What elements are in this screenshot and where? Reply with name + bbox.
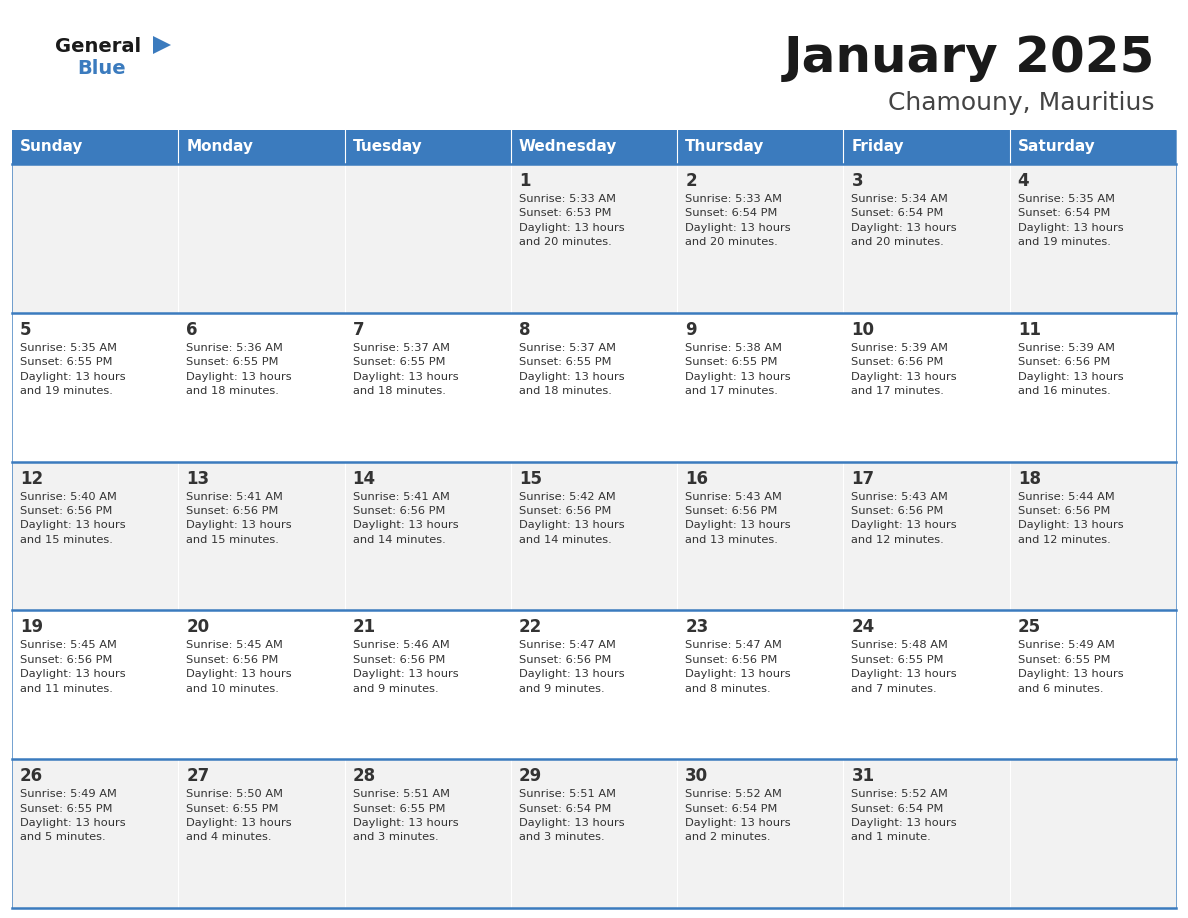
Text: 19: 19 [20,619,43,636]
Text: Sunrise: 5:44 AM
Sunset: 6:56 PM
Daylight: 13 hours
and 12 minutes.: Sunrise: 5:44 AM Sunset: 6:56 PM Dayligh… [1018,492,1124,544]
Text: Saturday: Saturday [1018,140,1095,154]
Text: 25: 25 [1018,619,1041,636]
Bar [12,130,178,164]
Text: 17: 17 [852,470,874,487]
Text: Sunday: Sunday [20,140,83,154]
Text: 26: 26 [20,767,43,785]
Text: Sunrise: 5:35 AM
Sunset: 6:55 PM
Daylight: 13 hours
and 19 minutes.: Sunrise: 5:35 AM Sunset: 6:55 PM Dayligh… [20,342,126,396]
Text: Sunrise: 5:51 AM
Sunset: 6:55 PM
Daylight: 13 hours
and 3 minutes.: Sunrise: 5:51 AM Sunset: 6:55 PM Dayligh… [353,789,459,843]
Text: Tuesday: Tuesday [353,140,422,154]
Text: Sunrise: 5:33 AM
Sunset: 6:53 PM
Daylight: 13 hours
and 20 minutes.: Sunrise: 5:33 AM Sunset: 6:53 PM Dayligh… [519,194,625,247]
Text: 18: 18 [1018,470,1041,487]
Text: 5: 5 [20,320,32,339]
Text: Sunrise: 5:36 AM
Sunset: 6:55 PM
Daylight: 13 hours
and 18 minutes.: Sunrise: 5:36 AM Sunset: 6:55 PM Dayligh… [187,342,292,396]
Text: 15: 15 [519,470,542,487]
Text: Sunrise: 5:38 AM
Sunset: 6:55 PM
Daylight: 13 hours
and 17 minutes.: Sunrise: 5:38 AM Sunset: 6:55 PM Dayligh… [685,342,791,396]
Text: Chamouny, Mauritius: Chamouny, Mauritius [889,91,1155,115]
Text: Sunrise: 5:45 AM
Sunset: 6:56 PM
Daylight: 13 hours
and 10 minutes.: Sunrise: 5:45 AM Sunset: 6:56 PM Dayligh… [187,641,292,694]
Text: 29: 29 [519,767,542,785]
Bar [12,610,1176,759]
Polygon shape [153,36,171,54]
Text: General: General [55,37,141,56]
Text: Sunrise: 5:48 AM
Sunset: 6:55 PM
Daylight: 13 hours
and 7 minutes.: Sunrise: 5:48 AM Sunset: 6:55 PM Dayligh… [852,641,958,694]
Text: Sunrise: 5:52 AM
Sunset: 6:54 PM
Daylight: 13 hours
and 2 minutes.: Sunrise: 5:52 AM Sunset: 6:54 PM Dayligh… [685,789,791,843]
Text: Sunrise: 5:49 AM
Sunset: 6:55 PM
Daylight: 13 hours
and 5 minutes.: Sunrise: 5:49 AM Sunset: 6:55 PM Dayligh… [20,789,126,843]
Text: 30: 30 [685,767,708,785]
Text: Sunrise: 5:43 AM
Sunset: 6:56 PM
Daylight: 13 hours
and 12 minutes.: Sunrise: 5:43 AM Sunset: 6:56 PM Dayligh… [852,492,958,544]
Text: Sunrise: 5:42 AM
Sunset: 6:56 PM
Daylight: 13 hours
and 14 minutes.: Sunrise: 5:42 AM Sunset: 6:56 PM Dayligh… [519,492,625,544]
Text: Wednesday: Wednesday [519,140,618,154]
Text: Sunrise: 5:43 AM
Sunset: 6:56 PM
Daylight: 13 hours
and 13 minutes.: Sunrise: 5:43 AM Sunset: 6:56 PM Dayligh… [685,492,791,544]
Text: 20: 20 [187,619,209,636]
Text: 21: 21 [353,619,375,636]
Text: 23: 23 [685,619,708,636]
Bar [12,313,1176,462]
Text: Sunrise: 5:52 AM
Sunset: 6:54 PM
Daylight: 13 hours
and 1 minute.: Sunrise: 5:52 AM Sunset: 6:54 PM Dayligh… [852,789,958,843]
Text: Sunrise: 5:45 AM
Sunset: 6:56 PM
Daylight: 13 hours
and 11 minutes.: Sunrise: 5:45 AM Sunset: 6:56 PM Dayligh… [20,641,126,694]
Text: Sunrise: 5:34 AM
Sunset: 6:54 PM
Daylight: 13 hours
and 20 minutes.: Sunrise: 5:34 AM Sunset: 6:54 PM Dayligh… [852,194,958,247]
Text: 14: 14 [353,470,375,487]
Text: Sunrise: 5:40 AM
Sunset: 6:56 PM
Daylight: 13 hours
and 15 minutes.: Sunrise: 5:40 AM Sunset: 6:56 PM Dayligh… [20,492,126,544]
Bar [12,462,1176,610]
Text: Sunrise: 5:39 AM
Sunset: 6:56 PM
Daylight: 13 hours
and 16 minutes.: Sunrise: 5:39 AM Sunset: 6:56 PM Dayligh… [1018,342,1124,396]
Text: 28: 28 [353,767,375,785]
Text: Sunrise: 5:50 AM
Sunset: 6:55 PM
Daylight: 13 hours
and 4 minutes.: Sunrise: 5:50 AM Sunset: 6:55 PM Dayligh… [187,789,292,843]
Text: 2: 2 [685,172,697,190]
Bar [12,164,1176,313]
Text: 31: 31 [852,767,874,785]
Text: Sunrise: 5:35 AM
Sunset: 6:54 PM
Daylight: 13 hours
and 19 minutes.: Sunrise: 5:35 AM Sunset: 6:54 PM Dayligh… [1018,194,1124,247]
Text: Sunrise: 5:41 AM
Sunset: 6:56 PM
Daylight: 13 hours
and 15 minutes.: Sunrise: 5:41 AM Sunset: 6:56 PM Dayligh… [187,492,292,544]
Text: Sunrise: 5:37 AM
Sunset: 6:55 PM
Daylight: 13 hours
and 18 minutes.: Sunrise: 5:37 AM Sunset: 6:55 PM Dayligh… [353,342,459,396]
Bar [1010,130,1176,164]
Text: 22: 22 [519,619,542,636]
Bar [178,130,345,164]
Text: Sunrise: 5:39 AM
Sunset: 6:56 PM
Daylight: 13 hours
and 17 minutes.: Sunrise: 5:39 AM Sunset: 6:56 PM Dayligh… [852,342,958,396]
Text: 6: 6 [187,320,197,339]
Text: Monday: Monday [187,140,253,154]
Text: 1: 1 [519,172,530,190]
Text: January 2025: January 2025 [784,34,1155,82]
Text: Sunrise: 5:51 AM
Sunset: 6:54 PM
Daylight: 13 hours
and 3 minutes.: Sunrise: 5:51 AM Sunset: 6:54 PM Dayligh… [519,789,625,843]
Text: Sunrise: 5:37 AM
Sunset: 6:55 PM
Daylight: 13 hours
and 18 minutes.: Sunrise: 5:37 AM Sunset: 6:55 PM Dayligh… [519,342,625,396]
Text: 11: 11 [1018,320,1041,339]
Text: 9: 9 [685,320,697,339]
Text: 4: 4 [1018,172,1029,190]
Text: Sunrise: 5:49 AM
Sunset: 6:55 PM
Daylight: 13 hours
and 6 minutes.: Sunrise: 5:49 AM Sunset: 6:55 PM Dayligh… [1018,641,1124,694]
Bar [843,130,1010,164]
Bar [345,130,511,164]
Text: 3: 3 [852,172,862,190]
Text: Sunrise: 5:47 AM
Sunset: 6:56 PM
Daylight: 13 hours
and 8 minutes.: Sunrise: 5:47 AM Sunset: 6:56 PM Dayligh… [685,641,791,694]
Text: Sunrise: 5:33 AM
Sunset: 6:54 PM
Daylight: 13 hours
and 20 minutes.: Sunrise: 5:33 AM Sunset: 6:54 PM Dayligh… [685,194,791,247]
Bar [677,130,843,164]
Text: 16: 16 [685,470,708,487]
Text: 13: 13 [187,470,209,487]
Text: Sunrise: 5:46 AM
Sunset: 6:56 PM
Daylight: 13 hours
and 9 minutes.: Sunrise: 5:46 AM Sunset: 6:56 PM Dayligh… [353,641,459,694]
Text: Blue: Blue [77,59,126,78]
Text: Sunrise: 5:47 AM
Sunset: 6:56 PM
Daylight: 13 hours
and 9 minutes.: Sunrise: 5:47 AM Sunset: 6:56 PM Dayligh… [519,641,625,694]
Text: Thursday: Thursday [685,140,765,154]
Text: Sunrise: 5:41 AM
Sunset: 6:56 PM
Daylight: 13 hours
and 14 minutes.: Sunrise: 5:41 AM Sunset: 6:56 PM Dayligh… [353,492,459,544]
Text: Friday: Friday [852,140,904,154]
Text: 10: 10 [852,320,874,339]
Bar [511,130,677,164]
Text: 7: 7 [353,320,365,339]
Text: 24: 24 [852,619,874,636]
Text: 8: 8 [519,320,530,339]
Text: 27: 27 [187,767,209,785]
Bar [12,759,1176,908]
Text: 12: 12 [20,470,43,487]
